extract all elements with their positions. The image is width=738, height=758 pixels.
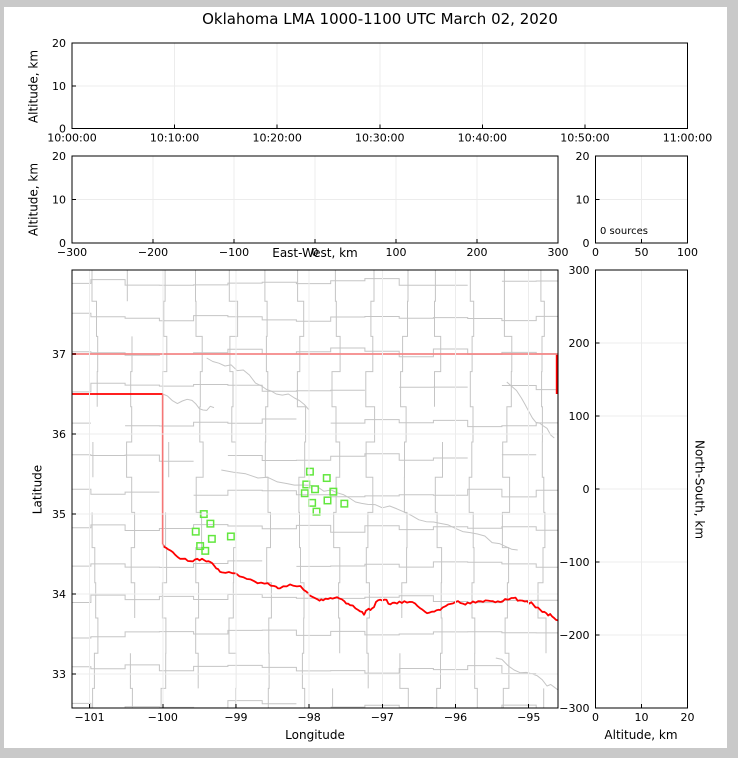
axis-ticks: −101 −100 −99 −98 −97 −96 −95 33 34 35 36 37 xyxy=(52,348,540,724)
x-tick-label: −99 xyxy=(224,711,247,724)
x-tick-label: 0 xyxy=(592,711,599,724)
sources-count-annotation: 0 sources xyxy=(600,226,648,237)
axis-ticks: 0 50 100 0 10 20 xyxy=(576,150,699,259)
time-panel-ylabel: Altitude, km xyxy=(26,49,41,124)
station-marker xyxy=(340,499,349,508)
station-marker xyxy=(206,519,215,528)
y-tick-label: 33 xyxy=(52,668,66,681)
x-tick-label: 10:10:00 xyxy=(150,132,199,145)
station-marker xyxy=(323,496,332,505)
x-tick-label: 20 xyxy=(681,711,695,724)
river-line xyxy=(162,393,215,411)
station-marker xyxy=(300,489,309,498)
station-marker xyxy=(311,485,320,494)
y-tick-label: 36 xyxy=(52,428,66,441)
x-tick-label: 10:00:00 xyxy=(47,132,96,145)
station-marker xyxy=(305,467,314,476)
x-tick-label: 10 xyxy=(635,711,649,724)
y-tick-label: 0 xyxy=(59,123,66,136)
y-tick-label: −200 xyxy=(559,629,589,642)
x-tick-label: 100 xyxy=(386,246,407,259)
y-tick-label: 200 xyxy=(569,337,590,350)
x-tick-label: 10:40:00 xyxy=(458,132,507,145)
station-marker xyxy=(207,534,216,543)
x-tick-label: −98 xyxy=(298,711,321,724)
y-tick-label: 35 xyxy=(52,508,66,521)
x-tick-label: −96 xyxy=(444,711,467,724)
x-tick-label: −200 xyxy=(138,246,168,259)
x-tick-label: 0 xyxy=(592,246,599,259)
station-marker xyxy=(191,527,200,536)
y-tick-label: 10 xyxy=(52,80,66,93)
x-tick-label: 11:00:00 xyxy=(663,132,712,145)
x-tick-label: 0 xyxy=(312,246,319,259)
x-tick-label: 50 xyxy=(635,246,649,259)
y-tick-label: 0 xyxy=(59,237,66,250)
y-tick-label: 20 xyxy=(52,150,66,163)
x-tick-label: −101 xyxy=(74,711,104,724)
y-tick-label: 34 xyxy=(52,588,66,601)
y-tick-label: 37 xyxy=(52,348,66,361)
x-tick-label: 10:50:00 xyxy=(560,132,609,145)
state-border-red-river xyxy=(162,543,558,622)
x-tick-label: −97 xyxy=(371,711,394,724)
station-marker xyxy=(322,474,331,483)
station-marker xyxy=(196,542,205,551)
ns-panel-ylabel: North-South, km xyxy=(692,439,707,540)
x-tick-label: −95 xyxy=(517,711,540,724)
map-ylabel: Latitude xyxy=(30,464,45,515)
y-tick-label: 20 xyxy=(52,37,66,50)
station-marker xyxy=(226,532,235,541)
x-tick-label: −100 xyxy=(148,711,178,724)
y-tick-label: 300 xyxy=(569,264,590,277)
x-tick-label: 10:30:00 xyxy=(355,132,404,145)
axis-ticks: 10:00:00 10:10:00 10:20:00 10:30:00 10:40:00… xyxy=(47,37,712,145)
ns-panel-xlabel: Altitude, km xyxy=(604,728,678,742)
x-tick-label: 10:20:00 xyxy=(252,132,301,145)
x-tick-label: 300 xyxy=(548,246,569,259)
river-line xyxy=(506,381,555,439)
river-line xyxy=(221,469,518,551)
y-tick-label: 20 xyxy=(576,150,590,163)
x-tick-label: −300 xyxy=(57,246,87,259)
map-xlabel: Longitude xyxy=(285,728,345,742)
y-tick-label: 0 xyxy=(583,237,590,250)
y-tick-label: −300 xyxy=(559,702,589,715)
station-marker xyxy=(312,507,321,516)
ew-panel-xlabel: East-West, km xyxy=(272,246,358,260)
axis-ticks: −300 −200 −100 0 100 200 300 0 10 20 xyxy=(52,150,569,259)
ew-panel-ylabel: Altitude, km xyxy=(26,162,41,237)
y-tick-label: 10 xyxy=(576,194,590,207)
y-tick-label: 0 xyxy=(583,483,590,496)
x-tick-label: 100 xyxy=(677,246,698,259)
river-line xyxy=(206,357,310,411)
y-tick-label: 100 xyxy=(569,410,590,423)
x-tick-label: 200 xyxy=(467,246,488,259)
figure-title: Oklahoma LMA 1000-1100 UTC March 02, 202… xyxy=(202,10,558,28)
x-tick-label: −100 xyxy=(219,246,249,259)
panel-border xyxy=(71,269,559,709)
y-tick-label: 10 xyxy=(52,194,66,207)
axis-ticks: 0 10 20 −300 −200 −100 0 100 200 300 xyxy=(559,264,694,724)
station-marker xyxy=(329,487,338,496)
station-marker xyxy=(201,546,210,555)
panel-grid xyxy=(72,270,558,708)
y-tick-label: −100 xyxy=(559,556,589,569)
